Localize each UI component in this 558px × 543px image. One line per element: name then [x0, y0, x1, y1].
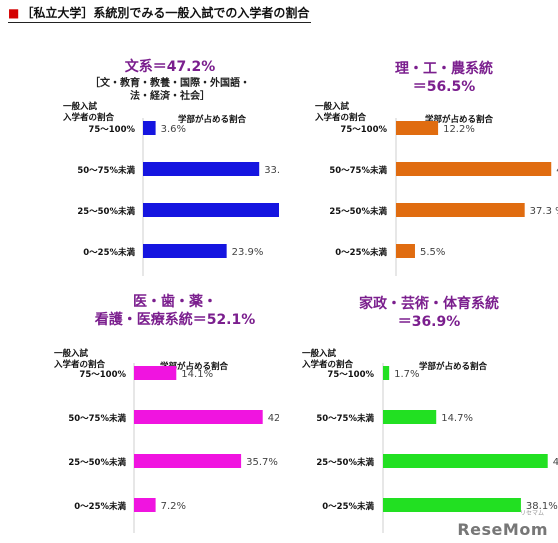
chart-panel-3: 医・歯・薬・ 看護・医療系統＝52.1% 一般入試 入学者の割合 学部が占める割合 7…	[0, 293, 279, 533]
y-axis-label: 一般入試 入学者の割合	[63, 102, 115, 123]
resemom-logo: ReseMom	[457, 520, 548, 539]
bar-chart-svg: 75〜100%3.6%50〜75%未満33.2%25〜50%未満39.4%0〜2…	[77, 118, 279, 276]
value-label: 37.3 %	[530, 206, 558, 217]
chart-subtitle: ［文・教育・教養・国際・外国語・	[90, 78, 250, 89]
bar	[134, 498, 156, 512]
chart-title: 理・工・農系統 ＝56.5%	[395, 61, 493, 95]
category-label: 0〜25%未満	[335, 247, 387, 258]
category-label: 75〜100%	[327, 370, 374, 380]
bar	[396, 121, 439, 135]
category-label: 75〜100%	[340, 125, 387, 135]
x-axis-label: 学部が占める割合	[160, 362, 229, 372]
value-label: 3.6%	[161, 124, 186, 135]
y-axis-label: 一般入試 入学者の割合	[302, 349, 354, 370]
x-axis-label: 学部が占める割合	[178, 115, 247, 125]
chart-panel-2: 理・工・農系統 ＝56.5% 一般入試 入学者の割合 学部が占める割合 75〜100%…	[279, 58, 558, 298]
page-title: ■ ［私立大学］系統別でみる一般入試での入学者の割合	[8, 4, 312, 23]
bar	[134, 366, 177, 380]
category-label: 25〜50%未満	[68, 457, 126, 468]
bar	[383, 410, 437, 424]
bar	[383, 498, 521, 512]
y-axis-label: 一般入試 入学者の割合	[54, 349, 106, 370]
chart-title: 文系＝47.2%	[124, 59, 216, 75]
category-label: 25〜50%未満	[316, 457, 374, 468]
bar-chart-svg: 75〜100% 1.7% 50〜75%未満 14.7% 25〜50%未満 45.5% 0〜2…	[316, 363, 558, 533]
value-label: 1.7%	[394, 369, 419, 380]
value-label: 14.7%	[441, 413, 473, 424]
chart-title: 医・歯・薬・ 看護・医療系統＝52.1%	[94, 294, 256, 328]
category-label: 75〜100%	[88, 125, 135, 135]
value-label: 38.1%	[526, 501, 558, 512]
bar	[396, 244, 415, 258]
x-axis-label: 学部が占める割合	[419, 362, 488, 372]
value-label: 35.7%	[246, 457, 278, 468]
bar	[134, 454, 242, 468]
title-square-icon: ■	[8, 6, 20, 20]
x-axis-label: 学部が占める割合	[425, 115, 494, 125]
bar	[143, 203, 279, 217]
value-label: 23.9%	[232, 247, 264, 258]
bar	[383, 366, 390, 380]
bar	[396, 203, 525, 217]
bar-chart-svg: 75〜100% 12.2% 50〜75%未満 45.0% 25〜50%未満 37.3 % 0…	[329, 118, 558, 276]
category-label: 50〜75%未満	[68, 413, 126, 424]
title-text: ［私立大学］系統別でみる一般入試での入学者の割合	[21, 6, 310, 20]
category-label: 50〜75%未満	[316, 413, 374, 424]
category-label: 75〜100%	[79, 370, 126, 380]
value-label: 33.2%	[264, 165, 279, 176]
value-label: 5.5%	[420, 247, 445, 258]
chart-panel-4: 家政・芸術・体育系統 ＝36.9% 一般入試 入学者の割合 学部が占める割合 75〜1…	[279, 293, 558, 533]
value-label: 45.5%	[553, 457, 558, 468]
value-label: 45.0%	[556, 165, 558, 176]
category-label: 25〜50%未満	[77, 206, 135, 217]
logo-sub: リセマム	[519, 510, 544, 517]
category-label: 0〜25%未満	[83, 247, 135, 258]
category-label: 50〜75%未満	[77, 165, 135, 176]
chart-subtitle: 法・経済・社会］	[130, 91, 210, 102]
y-axis-label: 一般入試 入学者の割合	[315, 102, 367, 123]
category-label: 0〜25%未満	[74, 501, 126, 512]
chart-panel-1: 文系＝47.2% ［文・教育・教養・国際・外国語・ 法・経済・社会］ 一般入試 入学者…	[0, 58, 279, 298]
value-label: 7.2%	[161, 501, 186, 512]
value-label: 42.9%	[268, 413, 279, 424]
bar	[383, 454, 548, 468]
bar	[143, 244, 227, 258]
bar	[134, 410, 263, 424]
bar	[143, 162, 260, 176]
value-label: 14.1%	[181, 369, 213, 380]
category-label: 25〜50%未満	[329, 206, 387, 217]
value-label: 12.2%	[443, 124, 475, 135]
bar	[396, 162, 552, 176]
category-label: 0〜25%未満	[322, 501, 374, 512]
chart-title: 家政・芸術・体育系統 ＝36.9%	[359, 296, 499, 330]
bar	[143, 121, 156, 135]
category-label: 50〜75%未満	[329, 165, 387, 176]
bar-chart-svg: 75〜100% 14.1% 50〜75%未満 42.9% 25〜50%未満 35.7% 0〜…	[68, 363, 279, 533]
